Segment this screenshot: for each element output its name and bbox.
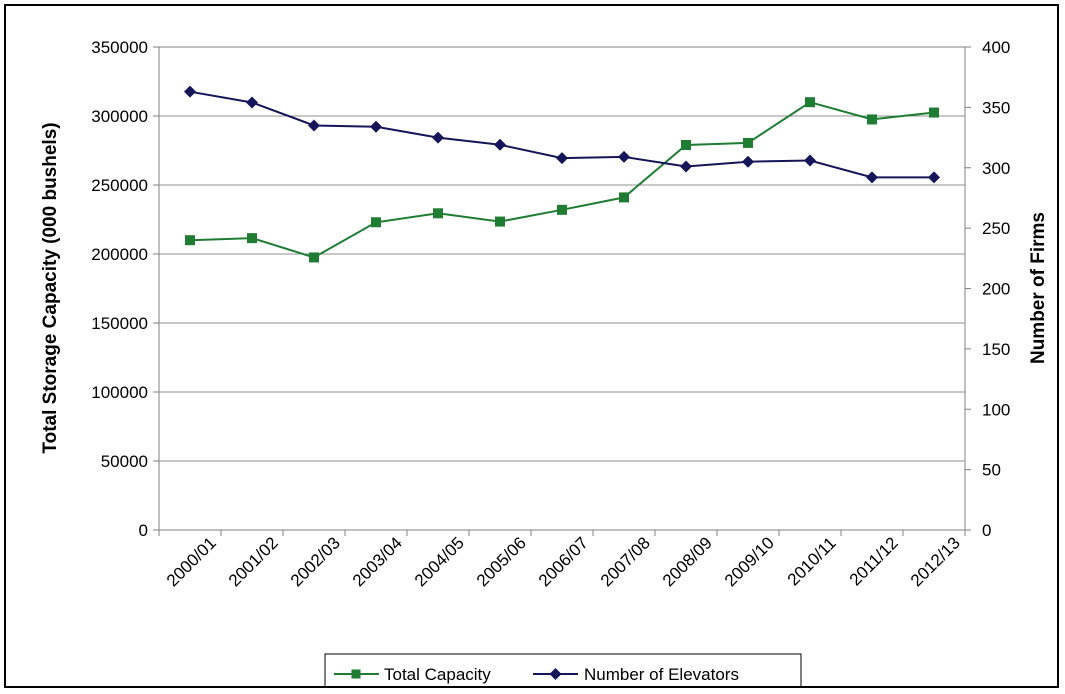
legend-marker-number-of-elevators bbox=[549, 668, 562, 680]
data-point-total-capacity bbox=[557, 204, 567, 215]
x-tick-label: 2007/08 bbox=[597, 533, 654, 590]
x-tick-label: 2002/03 bbox=[287, 533, 344, 590]
left-tick-label: 0 bbox=[139, 521, 148, 540]
data-point-total-capacity bbox=[371, 217, 381, 228]
left-tick-label: 50000 bbox=[101, 452, 148, 471]
right-tick-label: 300 bbox=[982, 159, 1010, 178]
x-tick-label: 2005/06 bbox=[473, 533, 530, 590]
series-line-total-capacity bbox=[189, 101, 935, 259]
data-point-number-of-elevators bbox=[928, 171, 940, 184]
left-axis: 0 50000 100000 150000 200000 250000 300000 3500… bbox=[91, 38, 159, 540]
x-tick-label: 2004/05 bbox=[411, 533, 468, 590]
x-tick-label: 2010/11 bbox=[784, 533, 840, 589]
right-tick-label: 350 bbox=[982, 98, 1010, 117]
x-tick-label: 2011/12 bbox=[846, 533, 902, 589]
data-point-number-of-elevators bbox=[804, 154, 816, 167]
right-tick-label: 250 bbox=[982, 219, 1010, 238]
data-point-number-of-elevators bbox=[370, 120, 382, 133]
x-tick-label: 2006/07 bbox=[535, 533, 592, 590]
right-tick-label: 200 bbox=[982, 280, 1010, 299]
data-point-number-of-elevators bbox=[308, 119, 320, 132]
right-axis-title: Number of Firms bbox=[1028, 212, 1049, 364]
data-point-total-capacity bbox=[309, 252, 319, 263]
x-tick-label: 2000/01 bbox=[163, 533, 220, 590]
left-tick-label: 150000 bbox=[91, 314, 148, 333]
data-point-number-of-elevators bbox=[184, 85, 196, 98]
legend-label-number-of-elevators: Number of Elevators bbox=[584, 665, 739, 684]
data-point-total-capacity bbox=[495, 216, 505, 227]
x-tick-label: 2001/02 bbox=[225, 533, 282, 590]
legend-marker-total-capacity bbox=[351, 669, 361, 679]
data-point-total-capacity bbox=[681, 139, 691, 150]
x-tick-label: 2009/10 bbox=[721, 533, 778, 590]
legend: Total Capacity Number of Elevators bbox=[324, 653, 802, 694]
data-point-number-of-elevators bbox=[494, 138, 506, 151]
left-tick-label: 250000 bbox=[91, 176, 148, 195]
x-tick-label: 2012/13 bbox=[907, 533, 964, 590]
data-point-number-of-elevators bbox=[866, 171, 878, 184]
right-tick-label: 0 bbox=[982, 521, 991, 540]
left-tick-label: 350000 bbox=[91, 38, 148, 57]
right-tick-label: 150 bbox=[982, 340, 1010, 359]
data-point-total-capacity bbox=[185, 235, 195, 246]
gridlines bbox=[159, 115, 965, 462]
plot-area bbox=[158, 46, 966, 531]
chart-svg: 0500001000001500002000002500003000003500… bbox=[40, 38, 1049, 694]
left-axis-title: Total Storage Capacity (000 bushels) bbox=[40, 122, 61, 453]
right-axis: 0 50 100 150 200 250 300 350 400 bbox=[965, 38, 1010, 540]
left-tick-label: 100000 bbox=[91, 383, 148, 402]
data-point-number-of-elevators bbox=[618, 150, 630, 163]
left-tick-label: 300000 bbox=[91, 107, 148, 126]
left-tick-label: 200000 bbox=[91, 245, 148, 264]
series-layer bbox=[184, 85, 940, 263]
data-point-total-capacity bbox=[247, 233, 257, 244]
x-axis: 2000/01 2001/02 2002/03 2003/04 2004/05 2005/… bbox=[158, 530, 966, 590]
data-point-number-of-elevators bbox=[556, 152, 568, 165]
x-tick-label: 2003/04 bbox=[349, 533, 406, 590]
legend-label-total-capacity: Total Capacity bbox=[384, 665, 491, 684]
data-point-number-of-elevators bbox=[680, 160, 692, 173]
data-point-total-capacity bbox=[433, 208, 443, 219]
data-point-total-capacity bbox=[619, 192, 629, 203]
data-point-total-capacity bbox=[867, 114, 877, 125]
x-tick-label: 2008/09 bbox=[659, 533, 716, 590]
data-point-number-of-elevators bbox=[246, 96, 258, 109]
data-point-number-of-elevators bbox=[432, 131, 444, 144]
series-line-number-of-elevators bbox=[189, 90, 934, 179]
chart-frame: 0 50000 100000 150000 200000 250000 300000 3500… bbox=[4, 4, 1059, 694]
data-point-total-capacity bbox=[805, 97, 815, 108]
right-tick-label: 400 bbox=[982, 38, 1010, 57]
right-tick-label: 100 bbox=[982, 400, 1010, 419]
right-tick-label: 50 bbox=[982, 461, 1001, 480]
data-point-total-capacity bbox=[929, 107, 939, 118]
data-point-total-capacity bbox=[743, 137, 753, 148]
data-point-number-of-elevators bbox=[742, 155, 754, 168]
